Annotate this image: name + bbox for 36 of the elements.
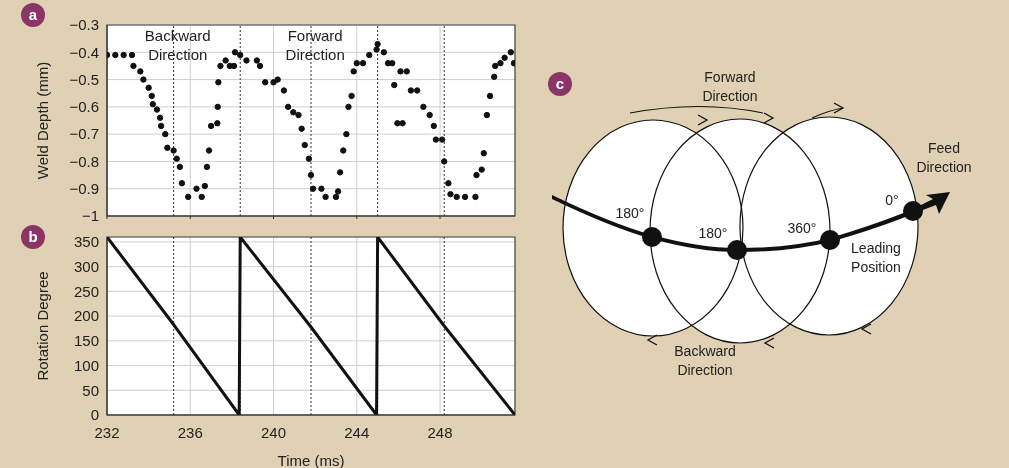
y-tick-label: −0.4 bbox=[69, 43, 99, 61]
y-tick-label: 300 bbox=[73, 257, 99, 275]
y-tick-label: 100 bbox=[73, 356, 99, 374]
y-axis-title: Weld Depth (mm) bbox=[34, 61, 52, 180]
text: Forward Direction bbox=[702, 69, 758, 104]
x-tick-label: 244 bbox=[344, 423, 370, 441]
text: 180° bbox=[615, 205, 645, 221]
y-tick-label: −1 bbox=[81, 207, 99, 225]
y-tick-label: −0.8 bbox=[69, 152, 99, 170]
text: Backward Direction bbox=[674, 343, 736, 378]
y-tick-label: 150 bbox=[73, 332, 99, 350]
chart-title: b bbox=[28, 228, 38, 245]
x-tick-label: 232 bbox=[94, 423, 120, 441]
text: 0° bbox=[885, 192, 899, 208]
y-tick-label: 200 bbox=[73, 307, 99, 325]
y-tick-label: −0.5 bbox=[69, 70, 99, 88]
annotation: Backward Direction bbox=[144, 27, 211, 64]
x-tick-label: 248 bbox=[427, 423, 453, 441]
text: 180° bbox=[698, 225, 728, 241]
y-tick-label: 0 bbox=[90, 406, 99, 424]
x-tick-label: 236 bbox=[177, 423, 203, 441]
y-tick-label: −0.7 bbox=[69, 125, 99, 143]
y-tick-label: 350 bbox=[73, 233, 99, 251]
chart-title: a bbox=[28, 6, 38, 23]
x-tick-label: 240 bbox=[261, 423, 287, 441]
y-tick-label: 50 bbox=[82, 381, 99, 399]
y-tick-label: 250 bbox=[73, 282, 99, 300]
annotation: Forward Direction bbox=[285, 27, 345, 64]
text: 360° bbox=[787, 220, 817, 236]
text: c bbox=[555, 75, 565, 92]
y-axis-title: Rotation Degree bbox=[34, 271, 52, 381]
text: Leading Position bbox=[851, 240, 901, 275]
y-tick-label: −0.6 bbox=[69, 98, 99, 116]
text: Feed Direction bbox=[916, 140, 972, 175]
y-tick-label: −0.3 bbox=[69, 16, 99, 34]
y-tick-label: −0.9 bbox=[69, 180, 99, 198]
